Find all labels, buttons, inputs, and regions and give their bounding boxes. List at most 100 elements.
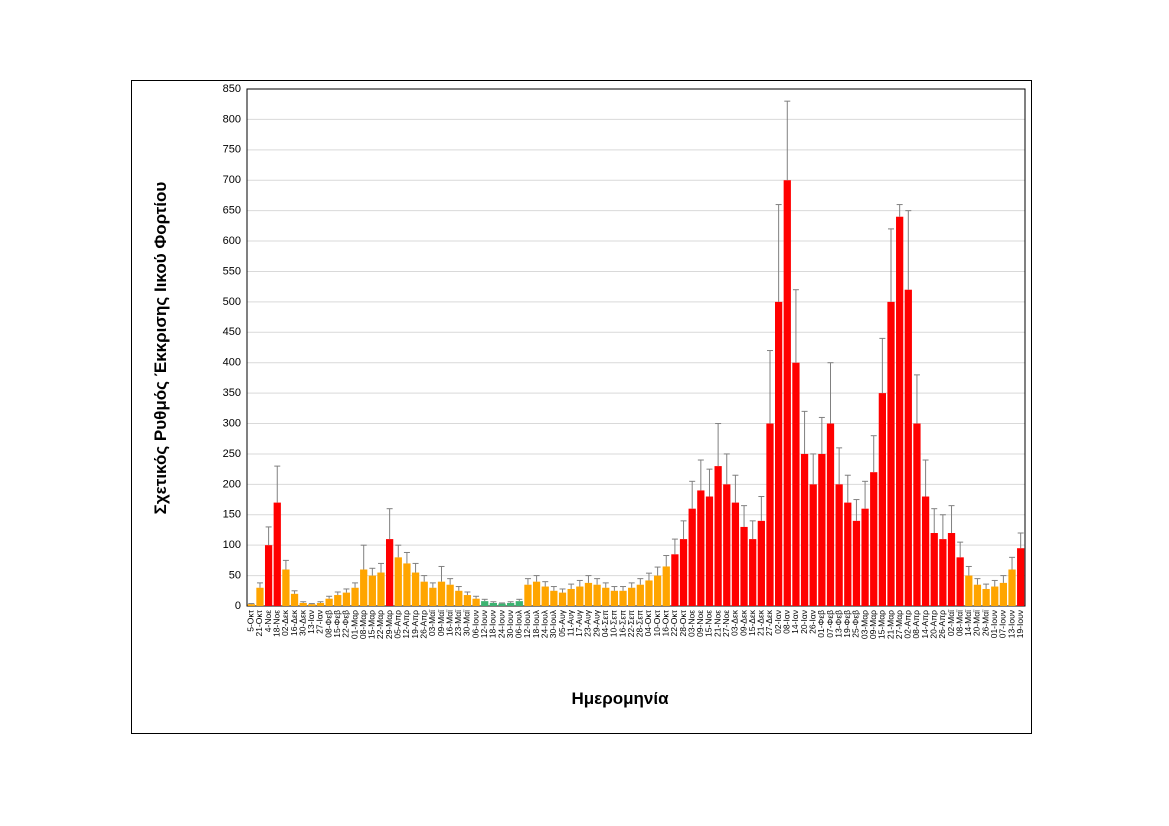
x-tick-label: 24-Ιουν — [496, 610, 506, 638]
x-tick-label: 23-Μαϊ — [453, 609, 463, 636]
x-tick-label: 02-Ιαν — [773, 610, 783, 634]
bar — [740, 526, 748, 606]
x-tick-label: 22-Σεπ — [626, 610, 636, 637]
x-tick-label: 26-Απρ — [418, 610, 428, 639]
bar — [628, 587, 636, 606]
x-tick-label: 08-Φεβ — [323, 610, 333, 638]
x-tick-label: 16-Σεπ — [617, 610, 627, 637]
bar — [541, 586, 549, 606]
bar — [844, 502, 852, 606]
y-tick-label: 700 — [223, 174, 241, 186]
x-tick-label: 13-Ιουν — [1006, 610, 1016, 638]
bar — [679, 539, 688, 606]
bar — [411, 572, 420, 606]
bar — [714, 466, 722, 606]
bar — [947, 533, 956, 606]
x-tick-label: 03-Δεκ — [730, 609, 740, 636]
bar — [489, 602, 497, 606]
y-tick-label: 600 — [223, 235, 241, 247]
bar — [671, 554, 679, 606]
bar — [446, 584, 454, 606]
bar — [334, 595, 342, 606]
y-tick-label: 850 — [223, 83, 241, 95]
x-tick-label: 18-Νοε — [272, 610, 282, 637]
x-tick-label: 30-Δεκ — [297, 609, 307, 636]
x-tick-label: 25-Φεβ — [851, 610, 861, 638]
x-tick-label: 20-Μαϊ — [972, 609, 982, 636]
bar — [766, 423, 774, 606]
x-tick-label: 08-Απρ — [911, 610, 921, 639]
x-tick-label: 27-Δεκ — [764, 609, 774, 636]
bar — [818, 453, 826, 606]
x-tick-label: 02-Δεκ — [280, 609, 290, 636]
bar — [913, 423, 921, 606]
bar — [377, 572, 385, 606]
x-tick-label: 06-Ιουλ — [514, 609, 524, 638]
bar — [688, 508, 696, 606]
bar — [463, 595, 472, 606]
x-tick-label: 11-Αυγ — [565, 609, 575, 636]
y-tick-label: 400 — [223, 357, 241, 369]
bar — [636, 584, 644, 606]
bar — [870, 472, 878, 606]
x-tick-label: 10-Σεπ — [609, 610, 619, 637]
x-tick-label: 09-Νοε — [695, 610, 705, 637]
bar — [360, 569, 368, 606]
x-tick-label: 27-Μαρ — [894, 610, 904, 639]
bar — [1017, 548, 1025, 606]
x-tick-label: 17-Αυγ — [574, 609, 584, 637]
x-tick-label: 12-Ιουλ — [522, 609, 532, 638]
x-tick-label: 23-Αυγ — [583, 609, 593, 637]
x-tick-label: 30-Μαϊ — [462, 609, 472, 636]
x-tick-label: 13-Φεβ — [833, 610, 843, 638]
x-tick-label: 01-Μαρ — [349, 610, 359, 639]
bar — [576, 586, 584, 606]
bar — [835, 484, 843, 606]
x-tick-label: 14-Απρ — [920, 610, 930, 639]
bar — [498, 603, 506, 606]
bar — [481, 601, 489, 606]
bar — [567, 588, 575, 606]
x-tick-label: 21-Μαρ — [885, 610, 895, 639]
x-tick-label: 19-Απρ — [410, 610, 420, 639]
x-tick-label: 27-Νοε — [721, 610, 731, 637]
bar — [256, 587, 264, 606]
bar — [429, 587, 437, 606]
bar — [956, 557, 964, 606]
bar — [999, 582, 1008, 606]
bar — [524, 584, 532, 606]
bar — [584, 582, 593, 606]
bar — [507, 602, 515, 606]
x-tick-label: 18-Ιουλ — [531, 609, 541, 638]
bar — [558, 592, 567, 606]
x-tick-label: 28-Σεπ — [635, 610, 645, 637]
x-tick-label: 07-Ιουν — [998, 610, 1008, 638]
y-tick-label: 800 — [223, 113, 241, 125]
x-tick-label: 5-Οκτ — [246, 609, 256, 631]
chart-frame — [131, 80, 1032, 734]
x-axis-label: Ημερομηνία — [571, 689, 669, 708]
x-tick-label: 19-Φεβ — [842, 610, 852, 638]
x-tick-label: 4-Νοε — [263, 610, 273, 632]
bar — [723, 484, 731, 606]
bar — [757, 520, 765, 606]
y-tick-label: 300 — [223, 417, 241, 429]
x-tick-label: 02-Μαϊ — [946, 609, 956, 636]
x-tick-label: 01-Φεβ — [816, 610, 826, 638]
bar — [896, 216, 904, 606]
x-tick-label: 08-Ιαν — [782, 610, 792, 634]
bar — [532, 581, 541, 606]
bar — [749, 539, 757, 606]
y-tick-label: 0 — [235, 600, 241, 612]
x-tick-label: 22-Οκτ — [669, 609, 679, 636]
bar — [368, 575, 376, 606]
bar — [403, 563, 411, 606]
y-tick-label: 650 — [223, 205, 241, 217]
x-tick-label: 08-Μαρ — [358, 610, 368, 639]
x-tick-label: 01-Ιουν — [989, 610, 999, 638]
bar — [299, 602, 307, 606]
x-tick-label: 16-Μαϊ — [444, 609, 454, 636]
bar — [904, 289, 912, 606]
bar — [653, 575, 662, 606]
x-tick-label: 09-Μαϊ — [436, 609, 446, 636]
